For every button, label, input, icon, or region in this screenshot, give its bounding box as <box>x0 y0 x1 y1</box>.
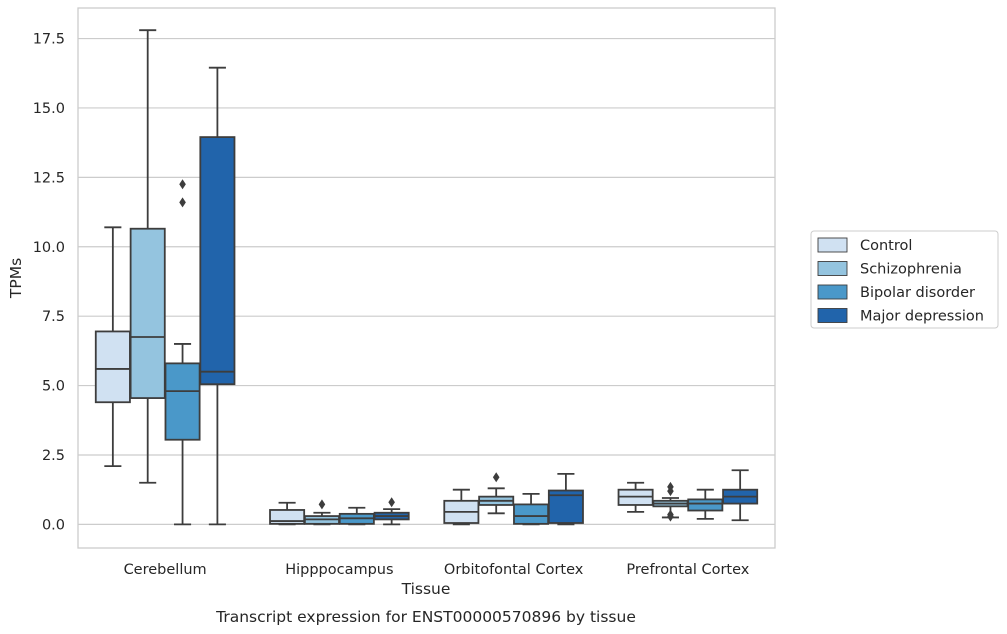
box-groups <box>94 29 759 526</box>
box-schizophrenia <box>652 481 689 522</box>
box-bipolar-disorder <box>687 488 724 520</box>
box-major-depression <box>199 66 236 526</box>
box-body <box>164 362 201 441</box>
box-schizophrenia <box>478 472 515 515</box>
x-tick-label: Hipppocampus <box>285 562 393 578</box>
y-tick-label: 2.5 <box>42 448 65 464</box>
outlier-point <box>388 497 395 508</box>
y-tick-label: 0.0 <box>42 517 65 533</box>
box-body <box>199 136 236 386</box>
box-control <box>94 226 131 467</box>
x-tick-label: Orbitofontal Cortex <box>444 562 584 578</box>
x-axis-label: Tissue <box>401 580 451 598</box>
box-control <box>617 481 654 513</box>
box-group-hipppocampus <box>269 497 410 526</box>
plot-frame <box>77 7 776 549</box>
box-bipolar-disorder <box>513 492 550 526</box>
outlier-point <box>318 499 326 510</box>
y-axis-label: TPMs <box>7 258 25 299</box>
legend-label: Bipolar disorder <box>860 285 975 301</box>
legend-item: Control <box>817 237 912 254</box>
y-tick-label: 17.5 <box>33 32 65 48</box>
box-body <box>687 498 724 512</box>
box-schizophrenia <box>129 29 166 484</box>
box-control <box>269 501 306 526</box>
legend-swatch <box>817 237 848 253</box>
legend-item: Major depression <box>817 308 984 325</box>
box-group-orbitofontal-cortex <box>443 472 584 526</box>
outlier-point <box>667 511 674 522</box>
legend-swatch <box>817 308 848 323</box>
outlier-point <box>492 472 500 483</box>
legend-label: Major depression <box>860 309 984 325</box>
legend-swatch <box>817 284 848 300</box>
box-group-prefrontal-cortex <box>617 469 759 522</box>
box-body <box>129 227 166 399</box>
box-body <box>513 503 550 525</box>
chart-caption: Transcript expression for ENST0000057089… <box>215 608 636 626</box>
y-tick-labels: 0.0 2.5 5.0 7.5 10.0 12.5 15.0 17.5 <box>33 32 65 534</box>
x-tick-labels: Cerebellum Hipppocampus Orbitofontal Corte… <box>124 562 750 578</box>
y-tick-label: 12.5 <box>33 170 65 186</box>
legend-label: Schizophrenia <box>860 262 962 278</box>
outlier-point <box>179 197 186 208</box>
box-major-depression <box>722 469 759 522</box>
box-body <box>94 330 131 404</box>
box-major-depression <box>547 472 584 526</box>
x-tick-label: Prefrontal Cortex <box>626 562 749 578</box>
box-control <box>443 488 480 526</box>
legend-item: Schizophrenia <box>817 261 962 278</box>
y-tick-label: 15.0 <box>33 101 65 117</box>
box-schizophrenia <box>303 499 340 526</box>
box-bipolar-disorder <box>338 506 375 526</box>
box-major-depression <box>373 497 410 526</box>
outlier-point <box>179 179 186 190</box>
box-group-cerebellum <box>94 29 236 526</box>
outlier-point <box>667 486 674 497</box>
legend-frame <box>810 230 999 329</box>
legend-item: Bipolar disorder <box>817 284 975 301</box>
legend-swatch <box>817 261 848 276</box>
y-tick-label: 5.0 <box>42 379 65 395</box>
box-bipolar-disorder <box>164 179 201 526</box>
x-tick-label: Cerebellum <box>124 562 207 578</box>
y-tick-label: 10.0 <box>33 240 65 256</box>
legend: Control Schizophrenia Bipolar disorder Majo… <box>810 230 999 329</box>
y-tick-label: 7.5 <box>42 309 65 325</box>
legend-label: Control <box>860 238 912 254</box>
